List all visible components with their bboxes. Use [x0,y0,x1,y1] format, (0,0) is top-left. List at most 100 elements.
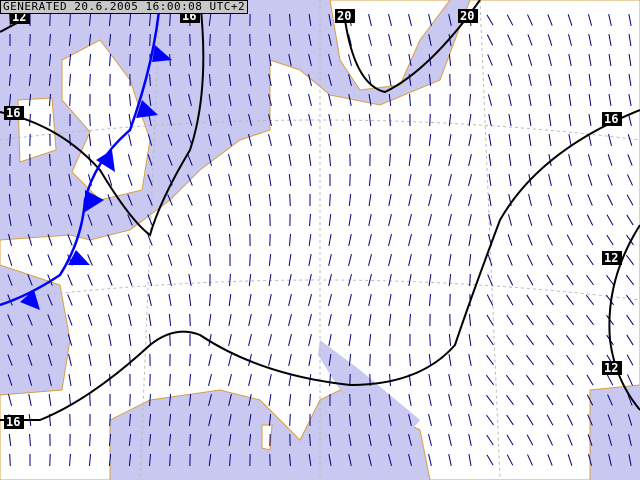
wind-arrow [249,33,251,47]
wind-arrow [128,333,132,347]
wind-arrow [328,254,332,266]
wind-arrow [348,113,352,127]
wind-arrow [128,314,132,326]
wind-arrow [228,154,232,166]
wind-arrow [29,433,31,447]
wind-arrow [108,113,112,127]
wind-arrow [228,354,232,366]
wind-arrow [308,34,312,46]
wind-arrow [547,194,553,206]
wind-arrow [368,113,372,127]
wind-arrow [208,313,212,327]
wind-arrow [268,33,272,47]
wind-arrow [147,194,153,206]
wind-arrow [526,314,534,326]
wind-arrow [329,193,331,207]
wind-arrow [448,33,452,47]
wind-arrow [448,414,452,426]
isoline-12-east [608,224,640,411]
wind-arrow [468,154,472,166]
wind-arrow [368,274,372,286]
wind-arrow [428,14,432,26]
wind-arrow [88,133,92,147]
wind-arrow [388,214,392,226]
wind-arrow [546,314,554,326]
wind-arrow [88,13,92,27]
front-triangle [136,100,158,118]
wind-arrow [488,134,492,146]
wind-arrow [107,194,113,206]
wind-arrow [108,33,112,47]
wind-arrow [628,73,632,87]
wind-arrow [268,114,272,126]
wind-arrow [349,393,351,407]
wind-arrow [288,334,292,346]
wind-arrow [169,13,171,27]
wind-arrow [548,54,552,66]
wind-arrow [87,234,93,246]
wind-arrow [209,253,211,267]
wind-arrow [348,74,352,86]
wind-arrow [548,113,552,127]
wind-arrow [108,353,112,367]
isoline-label-box [602,361,622,375]
wind-arrow [67,194,73,206]
wind-arrow [69,13,71,27]
wind-arrow [506,394,514,406]
wind-arrow [147,234,153,246]
wind-arrow [487,54,493,66]
wind-arrow [228,374,232,386]
wind-arrow [348,214,352,226]
wind-arrow [628,114,632,126]
wind-arrow [348,413,352,427]
wind-arrow [626,354,634,366]
wind-arrow [208,134,212,146]
wind-arrow [229,453,231,467]
wind-arrow [308,153,312,167]
wind-arrow [568,74,572,86]
wind-arrow [187,174,193,186]
wind-arrow [68,374,72,386]
wind-arrow [308,453,312,467]
wind-arrow [49,153,51,167]
wind-arrow [328,433,332,447]
wind-arrow [228,293,232,307]
wind-arrow [409,353,411,367]
wind-arrow [268,354,272,366]
wind-arrow [547,214,553,226]
wind-arrow [208,13,212,27]
wind-arrow [288,374,292,386]
wind-arrow [248,174,252,186]
wind-arrow [189,433,191,447]
wind-arrow [208,354,212,366]
wind-arrow [228,114,232,126]
wind-arrow [586,334,594,346]
wind-arrow [389,373,391,387]
wind-arrow [288,253,292,267]
wind-arrow [288,154,292,166]
wind-arrow [547,454,553,466]
wind-arrow [129,93,131,107]
wind-arrow [408,234,412,246]
wind-arrow [567,14,573,26]
wind-arrow [148,93,152,107]
wind-arrow [328,314,332,326]
wind-arrow [368,454,372,466]
wind-arrow [526,294,534,306]
wind-arrow [168,73,172,87]
wind-arrow [507,254,513,266]
wind-arrow [149,453,151,467]
wind-arrow [67,334,73,346]
wind-arrow [506,334,514,346]
isoline-16-west [0,0,205,237]
wind-arrow [87,214,93,226]
wind-arrow [468,93,472,107]
wind-arrow [108,334,112,346]
wind-arrow [428,374,432,386]
wind-arrow [468,434,472,446]
wind-arrow [328,454,332,466]
wind-arrow [428,293,432,307]
wind-arrow [586,354,594,366]
wind-arrow [508,153,512,167]
wind-arrow [7,354,13,366]
